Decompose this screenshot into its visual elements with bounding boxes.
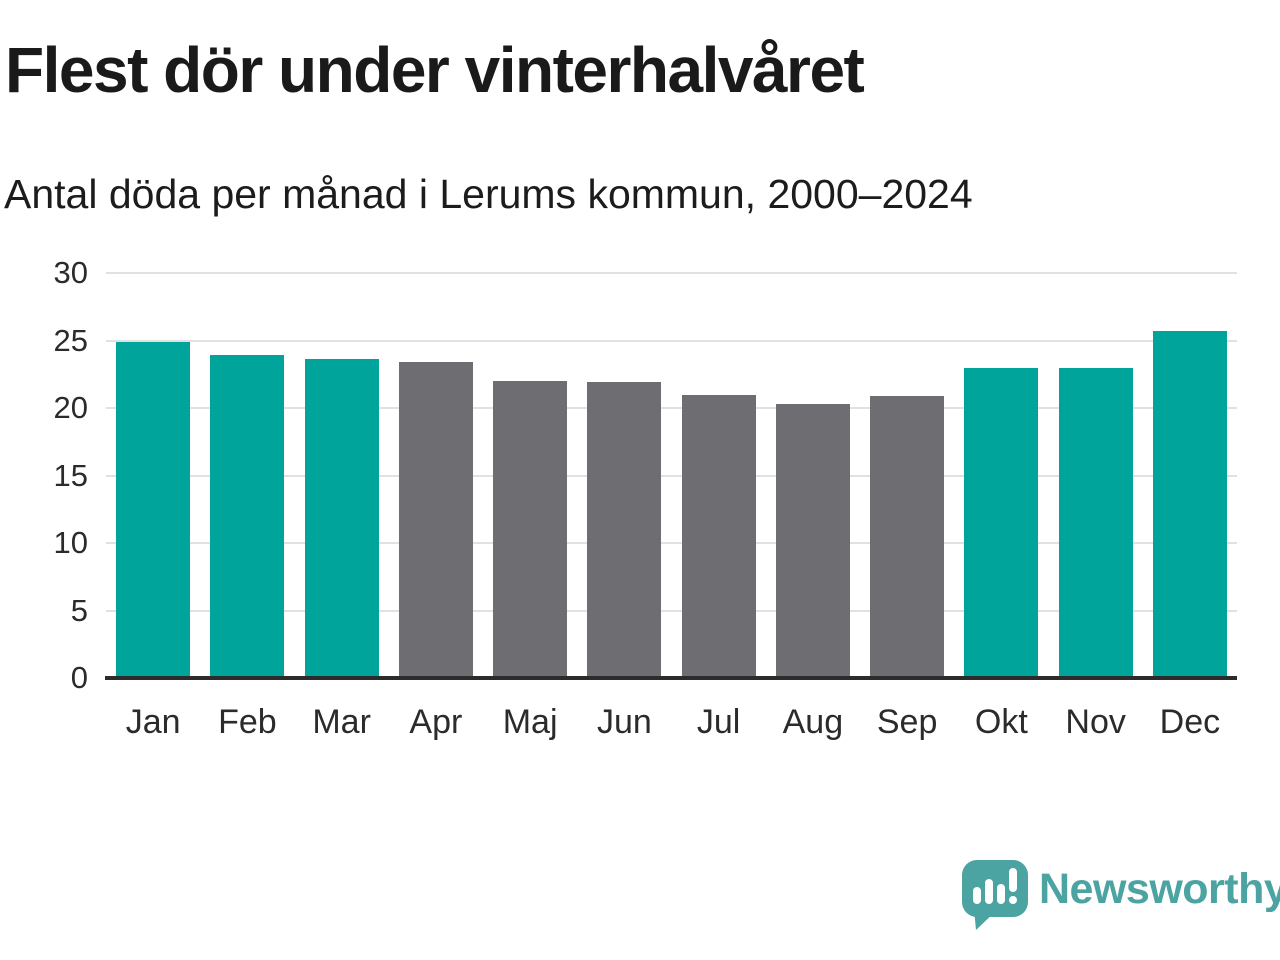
x-tick-label-aug: Aug: [782, 703, 844, 741]
bar-feb: [210, 355, 285, 680]
bar-maj: [493, 381, 568, 680]
gridline-5: [106, 609, 1237, 612]
y-tick-label-0: 0: [70, 660, 88, 695]
bar-jun: [587, 382, 662, 680]
bar-nov: [1058, 367, 1133, 680]
x-tick-label-feb: Feb: [218, 703, 277, 741]
x-axis-line: [105, 676, 1237, 680]
x-tick-label-mar: Mar: [312, 703, 371, 741]
x-tick-label-jun: Jun: [596, 703, 652, 741]
bar-mar: [304, 359, 379, 680]
bar-apr: [398, 362, 473, 680]
bar-aug: [775, 403, 850, 680]
newsworthy-logo-icon: [962, 860, 1028, 930]
chart-title: Flest dör under vinterhalvåret: [5, 34, 865, 106]
newsworthy-branding: Newsworthy: [962, 859, 1280, 930]
bar-jul: [681, 394, 756, 680]
bar-sep: [870, 395, 945, 680]
bar-okt: [964, 367, 1039, 680]
y-tick-label-25: 25: [53, 322, 88, 358]
x-tick-label-sep: Sep: [876, 703, 938, 741]
gridline-20: [106, 407, 1237, 409]
y-tick-label-20: 20: [53, 390, 88, 425]
gridline-30: [106, 272, 1237, 274]
bar-dec: [1152, 331, 1227, 680]
bar-jan: [116, 341, 191, 680]
y-tick-label-10: 10: [53, 525, 88, 560]
gridline-25: [106, 339, 1237, 342]
gridline-15: [106, 474, 1237, 477]
x-tick-label-dec: Dec: [1159, 703, 1221, 741]
chart-subtitle: Antal döda per månad i Lerums kommun, 20…: [4, 171, 973, 217]
x-tick-label-apr: Apr: [409, 703, 463, 741]
gridline-10: [106, 542, 1237, 544]
x-tick-label-okt: Okt: [974, 703, 1028, 741]
x-tick-label-nov: Nov: [1065, 703, 1126, 741]
y-tick-label-5: 5: [70, 592, 88, 628]
x-tick-label-jan: Jan: [125, 703, 181, 741]
y-tick-label-15: 15: [53, 457, 88, 493]
y-tick-label-30: 30: [53, 255, 88, 290]
x-tick-label-jul: Jul: [696, 703, 741, 741]
brand-name: Newsworthy: [1039, 865, 1280, 913]
x-tick-label-maj: Maj: [502, 703, 558, 741]
